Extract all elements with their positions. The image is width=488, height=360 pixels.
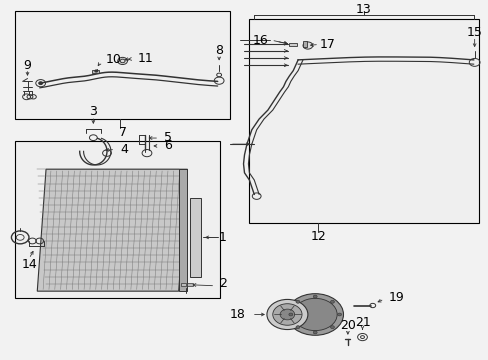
Text: 1: 1 bbox=[219, 231, 226, 244]
Polygon shape bbox=[37, 169, 187, 291]
Bar bbox=[15, 140, 220, 298]
Text: 4: 4 bbox=[120, 143, 128, 156]
Text: 10: 10 bbox=[106, 53, 122, 66]
Text: 18: 18 bbox=[229, 308, 245, 321]
Bar bbox=[187, 283, 193, 286]
Circle shape bbox=[330, 326, 334, 329]
Bar bbox=[189, 198, 200, 277]
Circle shape bbox=[272, 304, 302, 325]
Bar bbox=[180, 283, 186, 286]
Bar bbox=[289, 42, 297, 46]
Bar bbox=[92, 70, 99, 73]
Circle shape bbox=[280, 309, 294, 320]
Bar bbox=[303, 41, 306, 47]
Text: 20: 20 bbox=[339, 319, 355, 332]
Circle shape bbox=[39, 82, 42, 85]
Text: 9: 9 bbox=[23, 59, 31, 72]
Text: 6: 6 bbox=[163, 139, 172, 152]
Circle shape bbox=[266, 300, 307, 329]
Text: 11: 11 bbox=[137, 51, 153, 64]
Circle shape bbox=[337, 313, 341, 316]
Text: 3: 3 bbox=[89, 105, 97, 118]
Circle shape bbox=[330, 300, 334, 303]
Text: 17: 17 bbox=[320, 38, 335, 51]
Text: 16: 16 bbox=[253, 33, 268, 47]
Text: 5: 5 bbox=[163, 131, 172, 144]
Text: 14: 14 bbox=[22, 258, 38, 271]
Text: 13: 13 bbox=[355, 3, 371, 16]
Circle shape bbox=[295, 326, 299, 329]
Text: 8: 8 bbox=[215, 44, 223, 57]
Circle shape bbox=[313, 295, 317, 298]
Text: 19: 19 bbox=[387, 291, 403, 304]
Text: 12: 12 bbox=[309, 230, 325, 243]
Text: 7: 7 bbox=[119, 126, 126, 139]
Text: 2: 2 bbox=[219, 278, 226, 291]
Bar bbox=[15, 12, 229, 119]
Text: 15: 15 bbox=[466, 27, 482, 40]
Text: 21: 21 bbox=[354, 316, 369, 329]
Circle shape bbox=[303, 42, 312, 49]
Circle shape bbox=[118, 57, 127, 64]
Bar bbox=[178, 169, 187, 291]
Circle shape bbox=[293, 298, 336, 330]
Circle shape bbox=[295, 300, 299, 303]
Circle shape bbox=[286, 294, 343, 335]
Circle shape bbox=[95, 70, 98, 72]
Bar bbox=[249, 19, 478, 223]
Circle shape bbox=[313, 331, 317, 334]
Circle shape bbox=[288, 313, 292, 316]
